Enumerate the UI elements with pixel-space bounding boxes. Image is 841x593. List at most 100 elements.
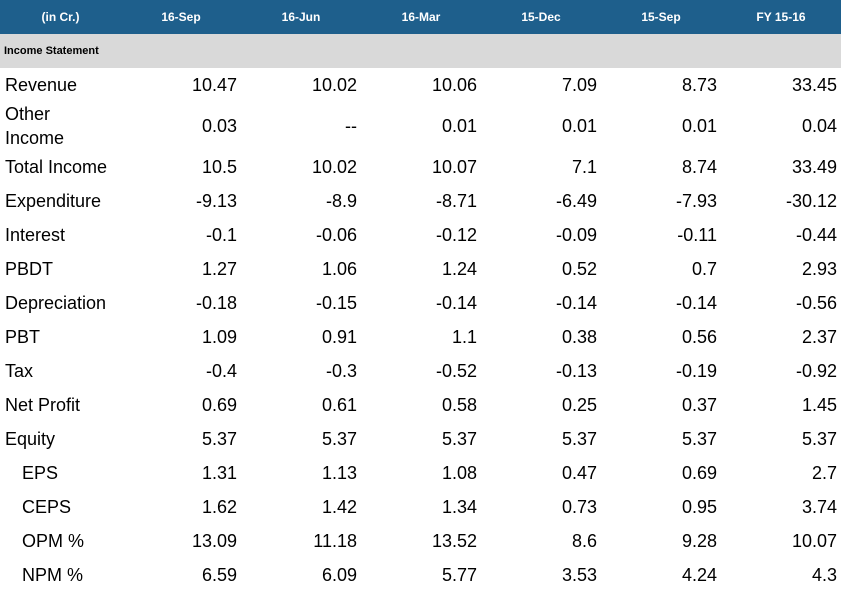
- row-value: -0.1: [205, 224, 237, 245]
- row-value: -0.18: [195, 292, 237, 313]
- row-value: 0.38: [561, 326, 597, 347]
- row-label: NPM %: [22, 565, 84, 585]
- row-label: Other Income: [5, 104, 65, 148]
- row-value: -7.93: [675, 190, 717, 211]
- table-body: Revenue 10.47 10.02 10.06 7.09 8.73 33.45 Other…: [0, 68, 841, 592]
- table-row: PBT 1.09 0.91 1.1 0.38 0.56 2.37: [0, 320, 841, 354]
- row-value: 0.01: [561, 115, 597, 136]
- row-value: -0.14: [675, 292, 717, 313]
- row-value: 5.37: [201, 428, 237, 449]
- row-label: Tax: [5, 361, 34, 381]
- row-value: -0.06: [315, 224, 357, 245]
- row-value: 10.07: [791, 530, 837, 551]
- row-value: 0.47: [561, 462, 597, 483]
- column-header-16-jun: 16-Jun: [281, 10, 321, 24]
- unit-label: (in Cr.): [41, 10, 80, 24]
- row-value: --: [345, 115, 357, 136]
- row-value: -6.49: [555, 190, 597, 211]
- row-value: 2.7: [811, 462, 837, 483]
- row-value: -0.52: [435, 360, 477, 381]
- row-value: -0.12: [435, 224, 477, 245]
- row-label: PBDT: [5, 259, 54, 279]
- row-value: 5.37: [441, 428, 477, 449]
- table-row: Net Profit 0.69 0.61 0.58 0.25 0.37 1.45: [0, 388, 841, 422]
- row-value: -0.56: [795, 292, 837, 313]
- row-value: 8.74: [681, 156, 717, 177]
- row-value: 0.95: [681, 496, 717, 517]
- row-value: -9.13: [195, 190, 237, 211]
- row-value: 0.69: [201, 394, 237, 415]
- row-value: 10.47: [191, 74, 237, 95]
- row-value: -0.14: [435, 292, 477, 313]
- table-row: Interest -0.1 -0.06 -0.12 -0.09 -0.11 -0.44: [0, 218, 841, 252]
- row-value: 5.37: [321, 428, 357, 449]
- row-label: Net Profit: [5, 395, 81, 415]
- row-value: 1.09: [201, 326, 237, 347]
- table-row: NPM % 6.59 6.09 5.77 3.53 4.24 4.3: [0, 558, 841, 592]
- row-value: 0.69: [681, 462, 717, 483]
- table-row: PBDT 1.27 1.06 1.24 0.52 0.7 2.93: [0, 252, 841, 286]
- row-value: 9.28: [681, 530, 717, 551]
- row-label: Expenditure: [5, 191, 102, 211]
- row-label: Depreciation: [5, 293, 107, 313]
- row-value: 2.37: [801, 326, 837, 347]
- row-value: 10.07: [431, 156, 477, 177]
- row-value: -0.44: [795, 224, 837, 245]
- row-value: 1.13: [321, 462, 357, 483]
- row-value: 3.53: [561, 564, 597, 585]
- row-value: -8.71: [435, 190, 477, 211]
- row-label: PBT: [5, 327, 41, 347]
- row-value: 4.24: [681, 564, 717, 585]
- row-value: 1.34: [441, 496, 477, 517]
- row-value: 1.42: [321, 496, 357, 517]
- row-value: 0.7: [691, 258, 717, 279]
- row-value: 1.08: [441, 462, 477, 483]
- row-value: 33.49: [791, 156, 837, 177]
- row-label: Interest: [5, 225, 66, 245]
- row-value: 5.77: [441, 564, 477, 585]
- column-header-fy-15-16: FY 15-16: [756, 10, 806, 24]
- row-value: 10.02: [311, 74, 357, 95]
- column-header-16-sep: 16-Sep: [161, 10, 201, 24]
- row-value: 0.91: [321, 326, 357, 347]
- row-value: 2.93: [801, 258, 837, 279]
- row-value: 0.01: [441, 115, 477, 136]
- table-row: Tax -0.4 -0.3 -0.52 -0.13 -0.19 -0.92: [0, 354, 841, 388]
- row-label: OPM %: [22, 531, 85, 551]
- row-value: 33.45: [791, 74, 837, 95]
- table-row: Expenditure -9.13 -8.9 -8.71 -6.49 -7.93 -30.1…: [0, 184, 841, 218]
- row-value: 5.37: [681, 428, 717, 449]
- table-row: CEPS 1.62 1.42 1.34 0.73 0.95 3.74: [0, 490, 841, 524]
- row-value: 1.24: [441, 258, 477, 279]
- row-value: 1.45: [801, 394, 837, 415]
- row-value: -0.13: [555, 360, 597, 381]
- row-value: -0.14: [555, 292, 597, 313]
- row-value: -0.19: [675, 360, 717, 381]
- table-row: OPM % 13.09 11.18 13.52 8.6 9.28 10.07: [0, 524, 841, 558]
- row-value: 0.58: [441, 394, 477, 415]
- row-value: -0.09: [555, 224, 597, 245]
- row-value: 13.09: [191, 530, 237, 551]
- row-value: 10.06: [431, 74, 477, 95]
- row-value: -8.9: [325, 190, 357, 211]
- row-value: -0.11: [677, 224, 717, 245]
- row-label: Total Income: [5, 157, 108, 177]
- row-value: -0.3: [325, 360, 357, 381]
- row-value: 6.59: [201, 564, 237, 585]
- row-value: 10.02: [311, 156, 357, 177]
- row-value: -30.12: [785, 190, 837, 211]
- row-value: 1.06: [321, 258, 357, 279]
- row-value: 7.09: [561, 74, 597, 95]
- row-label: CEPS: [22, 497, 72, 517]
- row-value: 5.37: [561, 428, 597, 449]
- table-header-row: (in Cr.) 16-Sep 16-Jun 16-Mar 15-Dec 15-…: [0, 0, 841, 34]
- row-value: 5.37: [801, 428, 837, 449]
- row-value: 1.31: [201, 462, 237, 483]
- row-value: 0.52: [561, 258, 597, 279]
- row-value: 8.6: [571, 530, 597, 551]
- row-value: -0.4: [205, 360, 237, 381]
- row-value: 8.73: [681, 74, 717, 95]
- row-value: 10.5: [201, 156, 237, 177]
- table-row: Equity 5.37 5.37 5.37 5.37 5.37 5.37: [0, 422, 841, 456]
